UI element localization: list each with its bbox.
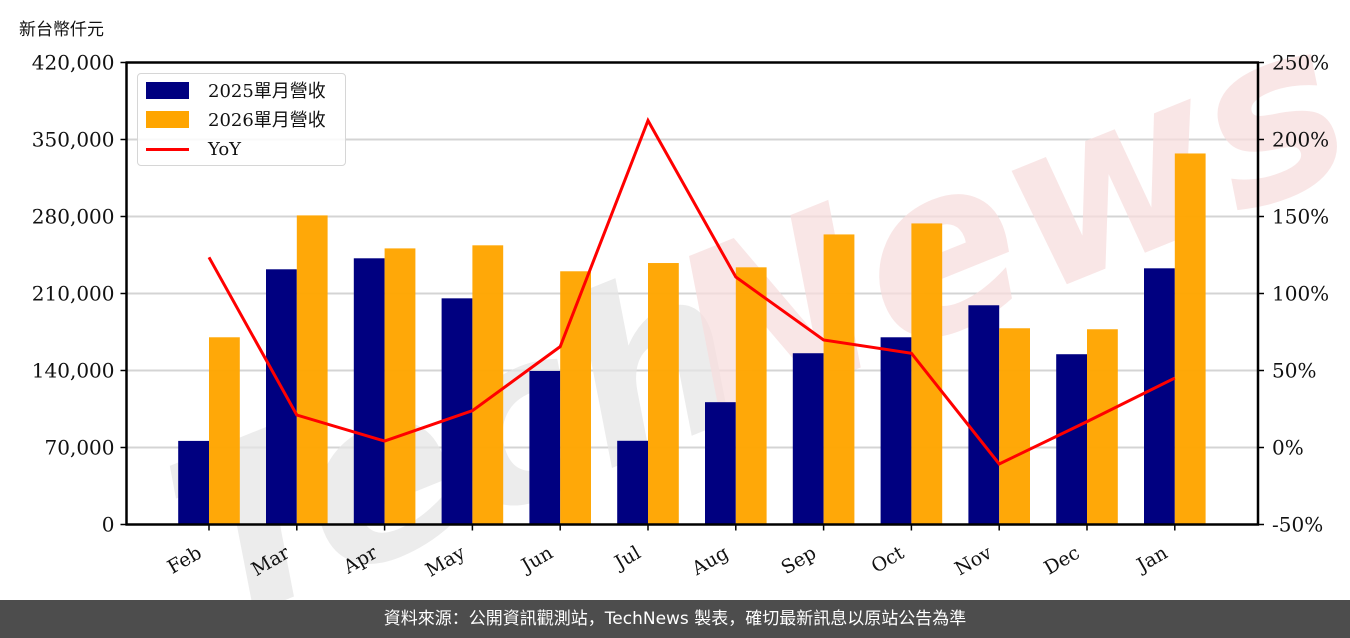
y2-tick-label: 0% [1272,436,1304,460]
y2-tick-label: 200% [1272,128,1329,152]
legend-line-red [146,147,189,151]
x-tick-label-jan: Jan [1132,542,1172,578]
y-tick-label: 70,000 [45,436,115,460]
y-tick-label: 280,000 [32,205,115,229]
legend: 2025單月營收 2026單月營收 YoY [137,73,346,166]
y2-tick-label: 250% [1272,51,1329,75]
bar-2026-dec [1087,329,1118,525]
bar-2026-mar [296,215,328,525]
bar-2026-may [472,245,504,525]
bar-2025-jul [617,440,648,525]
y2-tick-label: 150% [1272,205,1329,229]
bar-2025-sep [792,353,824,525]
legend-label: 2025單月營收 [208,81,326,102]
bar-2026-sep [823,234,855,525]
x-tick-label-oct: Oct [868,542,909,578]
x-tick-label-sep: Sep [778,542,821,579]
bar-2026-jun [560,271,591,525]
y-tick-label: 210,000 [32,282,115,306]
bar-2025-aug [705,402,736,525]
bar-2025-jan [1144,268,1175,525]
y2-tick-label: 100% [1272,282,1329,306]
bar-2025-dec [1056,354,1087,525]
source-footer: 資料來源：公開資訊觀測站，TechNews 製表，確切最新訊息以原站公告為準 [0,600,1350,638]
x-tick-label-jul: Jul [609,542,644,575]
bar-2025-nov [968,305,1000,525]
x-tick-label-dec: Dec [1040,542,1083,580]
x-tick-label-nov: Nov [951,542,996,581]
bar-series [178,153,1206,525]
y2-tick-label: -50% [1272,513,1323,537]
y2-tick-label: 50% [1272,359,1316,383]
chart-container: TechNews 070,000140,000210,000280,000350… [19,0,1350,600]
legend-swatch-orange [146,110,189,128]
legend-label: 2026單月營收 [208,110,326,131]
legend-label: YoY [208,138,242,160]
y-tick-label: 350,000 [32,128,115,152]
y-tick-label: 140,000 [32,359,115,383]
bar-2026-aug [735,267,767,525]
legend-item-2025: 2025單月營收 [146,78,326,102]
bar-2026-jul [648,263,679,525]
x-tick-label-aug: Aug [687,542,732,581]
combo-bar-line-chart: TechNews 070,000140,000210,000280,000350… [32,0,1350,600]
y-tick-label: 420,000 [32,51,115,75]
legend-item-2026: 2026單月營收 [146,107,326,131]
yoy-line [207,117,1176,466]
bar-2025-mar [266,269,297,525]
bar-2026-apr [384,248,416,525]
bar-2026-nov [999,328,1030,525]
bar-2025-jun [529,370,561,525]
bar-2025-apr [353,258,385,525]
bar-2025-feb [178,440,209,525]
bar-2026-feb [209,337,240,525]
legend-swatch-navy [146,81,189,99]
y-tick-label: 0 [102,513,115,537]
bar-2025-oct [880,337,912,525]
legend-item-yoy: YoY [146,137,241,161]
y-axis-unit-label: 新台幣仟元 [19,20,104,40]
bar-2026-jan [1174,153,1206,525]
yoy-line-series [207,117,1176,466]
